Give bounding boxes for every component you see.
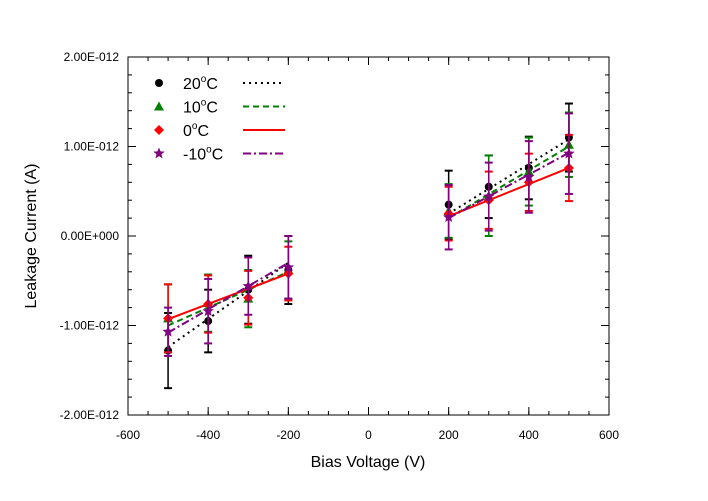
x-tick-label: -600 <box>116 428 140 442</box>
y-tick-label: 0.00E+000 <box>61 229 120 243</box>
legend-label: -10oC <box>183 145 223 164</box>
y-tick-label: -1.00E-012 <box>60 319 120 333</box>
fit-line <box>448 151 570 219</box>
data-point <box>202 305 214 317</box>
x-axis-title: Bias Voltage (V) <box>311 454 426 471</box>
x-tick-label: 400 <box>519 428 539 442</box>
x-tick-label: 200 <box>439 428 459 442</box>
legend-item--10c: -10oC <box>153 145 285 164</box>
legend-marker <box>154 101 164 111</box>
y-axis-title: Leakage Current (A) <box>23 164 40 309</box>
data-point <box>483 190 495 202</box>
series-10c <box>163 111 574 354</box>
y-axis: 2.00E-012 1.00E-012 0.00E+000 -1.00E-012 -2.… <box>60 50 609 422</box>
legend: 20oC 10oC 0oC -10oC <box>153 74 285 164</box>
fit-line <box>167 262 289 348</box>
data-point <box>242 280 254 291</box>
x-tick-label: 600 <box>599 428 619 442</box>
data-point <box>282 261 295 273</box>
series-20c <box>164 102 573 390</box>
legend-item-10c: 10oC <box>154 98 285 117</box>
data-point <box>162 325 174 337</box>
y-tick-label: 1.00E-012 <box>64 140 120 154</box>
legend-marker <box>155 79 163 87</box>
series-0c <box>163 133 574 354</box>
x-tick-label: -200 <box>276 428 300 442</box>
legend-label: 10oC <box>183 98 218 117</box>
legend-marker <box>154 125 164 135</box>
legend-label: 0oC <box>183 121 209 140</box>
data-point <box>442 211 455 223</box>
data-point <box>523 170 535 182</box>
fit-line <box>167 272 289 321</box>
x-axis: -600 -400 -200 0 200 400 600 <box>116 57 619 442</box>
x-tick-label: -400 <box>196 428 220 442</box>
y-tick-label: 2.00E-012 <box>64 50 120 64</box>
x-tick-label: 0 <box>365 428 372 442</box>
series--10c <box>162 112 575 357</box>
y-tick-label: -2.00E-012 <box>60 408 120 422</box>
fit-line <box>448 138 570 215</box>
data-point <box>563 147 575 159</box>
legend-item-0c: 0oC <box>154 121 285 140</box>
legend-marker <box>153 147 165 159</box>
legend-item-20c: 20oC <box>155 74 285 93</box>
fit-line <box>167 261 289 334</box>
legend-label: 20oC <box>183 74 218 93</box>
plot-area <box>127 56 610 416</box>
